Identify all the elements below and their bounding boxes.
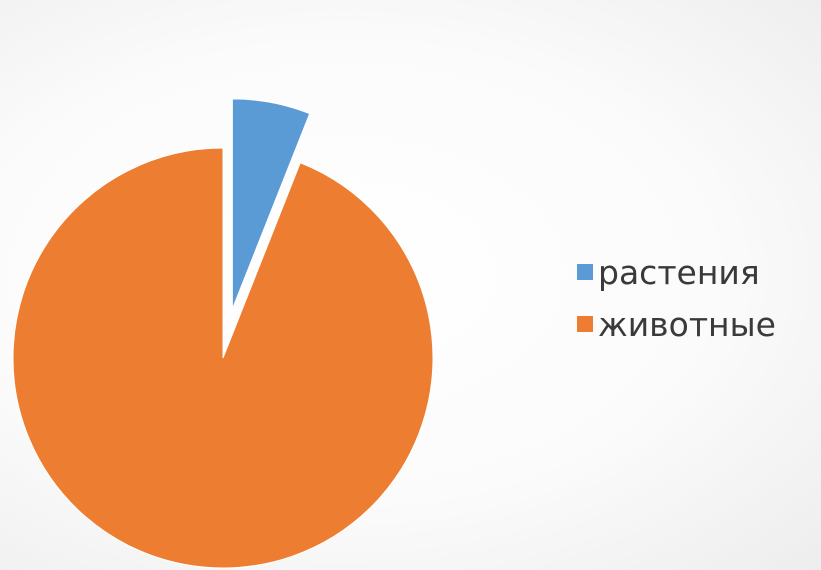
legend-label-animals: животные: [598, 304, 776, 344]
legend-item-plants: растения: [577, 246, 817, 298]
legend-label-plants: растения: [598, 252, 760, 292]
pie-slice-plants: [231, 98, 311, 310]
chart-legend: растения животные: [577, 246, 817, 350]
legend-item-animals: животные: [577, 298, 817, 350]
legend-swatch-animals: [577, 316, 593, 332]
pie-slice-animals: [12, 147, 434, 569]
legend-swatch-plants: [577, 264, 593, 280]
